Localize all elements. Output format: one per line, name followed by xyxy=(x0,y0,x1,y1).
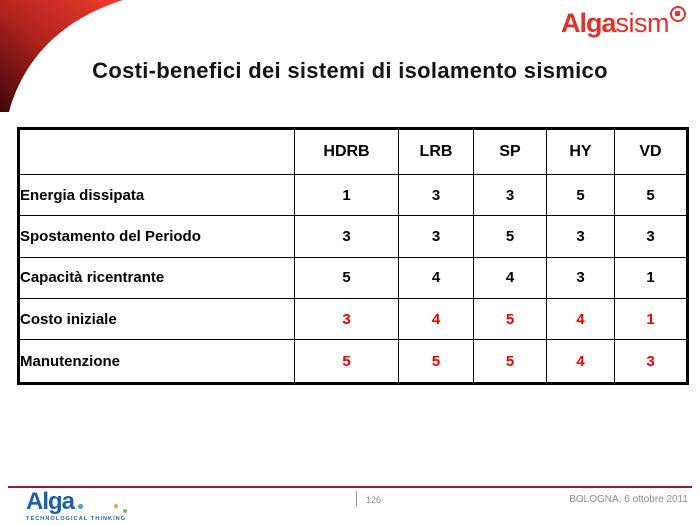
table-corner-cell xyxy=(18,128,295,175)
table-row-label: Costo iniziale xyxy=(18,297,295,341)
table-cell-value: 1 xyxy=(614,256,688,299)
cost-benefit-table: HDRB LRB SP HY VD Energia dissipata 1 3 … xyxy=(17,127,689,385)
table-cell-value: 5 xyxy=(614,173,688,217)
table-cell-value: 1 xyxy=(294,173,399,217)
table-col-header: SP xyxy=(473,128,547,175)
alga-footer-logo: Alga TECHNOLOGICAL THINKING xyxy=(26,488,127,523)
table-col-header: LRB xyxy=(398,128,474,175)
table-cell-value: 3 xyxy=(398,173,474,217)
table-row: Costo iniziale 3 4 5 4 1 xyxy=(18,297,688,341)
table-cell-value: 4 xyxy=(398,256,474,299)
red-swoosh-decoration xyxy=(0,0,123,112)
table-row-label: Capacità ricentrante xyxy=(18,256,295,299)
table-col-header: HY xyxy=(546,128,615,175)
alga-spark-orange-icon xyxy=(114,504,118,508)
algasism-logo-bold: Alga xyxy=(560,8,617,38)
table-header-row: HDRB LRB SP HY VD xyxy=(18,128,688,175)
table-cell-value: 5 xyxy=(398,339,474,384)
table-cell-value: 5 xyxy=(294,256,399,299)
table-cell-value: 3 xyxy=(398,215,474,258)
alga-logo-tagline: TECHNOLOGICAL THINKING xyxy=(26,516,127,522)
table-cell-value: 3 xyxy=(546,256,615,299)
page-number: 126 xyxy=(366,495,382,505)
table-cell-value: 3 xyxy=(614,215,688,258)
table-row-label: Energia dissipata xyxy=(18,173,295,217)
table-cell-value: 5 xyxy=(473,339,547,384)
algasism-logo-light: sism xyxy=(615,8,670,38)
table-cell-value: 5 xyxy=(546,173,615,217)
slide-title: Costi-benefici dei sistemi di isolamento… xyxy=(92,58,608,83)
alga-logo-dot-icon xyxy=(78,504,84,509)
table-row: Spostamento del Periodo 3 3 5 3 3 xyxy=(18,215,688,258)
footer-divider-line xyxy=(8,486,692,488)
table-cell-value: 3 xyxy=(473,173,547,217)
table-cell-value: 5 xyxy=(473,297,547,341)
algasism-logo: Algasism xyxy=(560,6,686,38)
table-cell-value: 1 xyxy=(614,297,688,341)
table-cell-value: 3 xyxy=(614,339,688,384)
table-cell-value: 4 xyxy=(398,297,474,341)
table-col-header: VD xyxy=(614,128,688,175)
table-row-label: Manutenzione xyxy=(18,339,295,384)
table-row-label: Spostamento del Periodo xyxy=(18,215,295,258)
table-row: Capacità ricentrante 5 4 4 3 1 xyxy=(18,256,688,299)
table-col-header: HDRB xyxy=(294,128,399,175)
alga-logo-text: Alga xyxy=(26,488,75,515)
table-cell-value: 4 xyxy=(546,339,615,384)
table-cell-value: 4 xyxy=(473,256,547,299)
table-cell-value: 3 xyxy=(294,215,399,258)
table-cell-value: 3 xyxy=(546,215,615,258)
table-row: Manutenzione 5 5 5 4 3 xyxy=(18,339,688,384)
table-row: Energia dissipata 1 3 3 5 5 xyxy=(18,173,688,217)
table-cell-value: 5 xyxy=(294,339,399,384)
table-cell-value: 3 xyxy=(294,297,399,341)
registered-mark-icon xyxy=(670,6,686,22)
table-cell-value: 4 xyxy=(546,297,615,341)
page-number-separator xyxy=(356,491,357,507)
table-cell-value: 5 xyxy=(473,215,547,258)
footer-date: BOLOGNA, 6 ottobre 2011 xyxy=(569,494,688,505)
alga-spark-green-icon xyxy=(123,509,127,513)
